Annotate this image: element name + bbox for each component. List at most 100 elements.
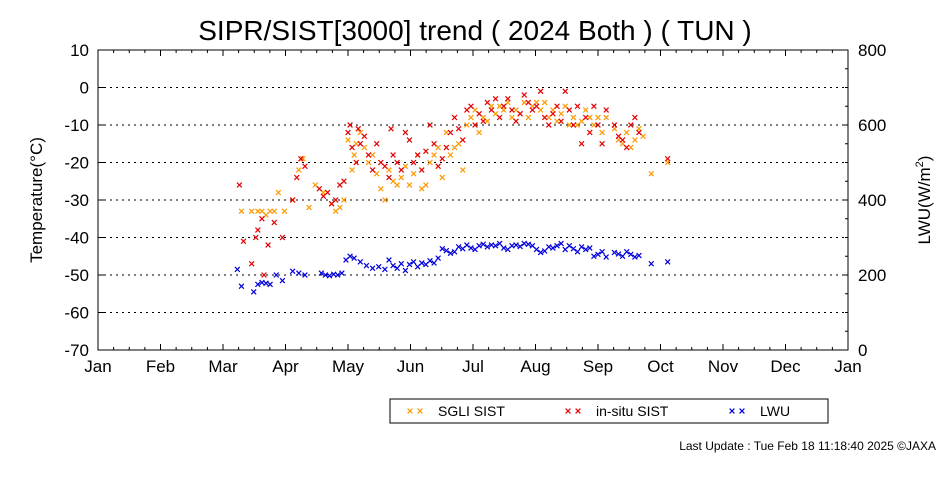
sgli-sist-point [369, 152, 376, 158]
y-tick-label-2: -10 [64, 116, 89, 135]
series-lwu [234, 240, 671, 295]
in-situ-sist-point [595, 122, 601, 128]
lwu-point [574, 248, 581, 255]
in-situ-sist-point [447, 129, 454, 136]
sgli-sist-point [623, 129, 630, 136]
sgli-sist-point [377, 185, 384, 192]
in-situ-sist-point [355, 125, 362, 132]
x-tick-label-2: Mar [208, 357, 238, 376]
lwu-point [451, 248, 458, 255]
lwu-point [513, 242, 519, 248]
x-tick-label-11: Dec [770, 357, 801, 376]
in-situ-sist-point [443, 144, 450, 151]
lwu-point [234, 266, 241, 273]
lwu-point [484, 244, 491, 250]
in-situ-sist-point [435, 163, 441, 170]
sgli-sist-point [336, 204, 343, 211]
in-situ-sist-point [619, 137, 626, 143]
x-tick-label-9: Oct [647, 357, 674, 376]
lwu-point [255, 281, 261, 288]
lwu-point [509, 242, 515, 249]
in-situ-sist-point [289, 197, 296, 203]
in-situ-sist-point [537, 88, 544, 95]
lwu-point [582, 246, 589, 253]
in-situ-sist-point [353, 159, 360, 166]
lwu-point [406, 261, 413, 268]
y2-axis-label-superscript: 2 [914, 161, 926, 167]
lwu-point [390, 262, 396, 269]
lwu-point [476, 242, 482, 249]
lwu-point [375, 263, 382, 270]
in-situ-sist-point [373, 140, 380, 147]
lwu-point [318, 270, 325, 276]
sgli-sist-point [255, 208, 261, 215]
legend-marker-in-situ-sist [575, 408, 581, 414]
sgli-sist-point [238, 208, 245, 215]
lwu-point [279, 277, 286, 284]
in-situ-sist-point [402, 129, 409, 136]
in-situ-sist-point [398, 167, 405, 173]
in-situ-sist-point [341, 178, 347, 185]
lwu-point [363, 262, 370, 269]
sgli-sist-point [603, 114, 610, 121]
in-situ-sist-point [369, 167, 376, 173]
lwu-point [558, 240, 564, 247]
in-situ-sist-point [574, 103, 581, 110]
in-situ-sist-point [345, 129, 351, 136]
sgli-sist-point [464, 122, 470, 128]
lwu-point [492, 242, 499, 249]
in-situ-sist-point [484, 99, 491, 106]
lwu-point [578, 244, 585, 250]
sgli-sist-point [599, 129, 605, 136]
lwu-point [550, 245, 556, 251]
lwu-point [648, 260, 655, 267]
in-situ-sist-point [261, 272, 267, 278]
y2-tick-label-4: 0 [858, 341, 867, 360]
in-situ-sist-point [332, 197, 339, 203]
lwu-point [599, 248, 605, 255]
sgli-sist-point [558, 110, 564, 117]
lwu-point [402, 267, 409, 274]
in-situ-sist-point [248, 260, 255, 267]
in-situ-sist-point [423, 148, 429, 155]
sgli-sist-point [306, 204, 312, 211]
lwu-point [351, 255, 357, 261]
in-situ-sist-point [418, 167, 425, 173]
sgli-sist-point [541, 99, 548, 106]
lwu-point [263, 280, 269, 287]
sgli-sist-point [476, 129, 482, 136]
sgli-sist-point [468, 114, 474, 121]
lwu-point [554, 242, 560, 249]
y-tick-label-7: -60 [64, 304, 89, 323]
sgli-sist-point [431, 152, 437, 158]
in-situ-sist-point [293, 174, 300, 181]
lwu-point [603, 254, 610, 260]
in-situ-sist-point [302, 163, 308, 170]
lwu-point [322, 272, 329, 278]
in-situ-sist-point [632, 114, 638, 121]
in-situ-sist-point [627, 122, 634, 128]
in-situ-sist-point [394, 159, 401, 166]
sgli-sist-point [398, 174, 405, 181]
in-situ-sist-point [533, 103, 540, 110]
sgli-sist-point [410, 170, 417, 177]
lwu-point [517, 243, 523, 250]
y-tick-label-5: -40 [64, 229, 89, 248]
in-situ-sist-point [427, 122, 433, 128]
in-situ-sist-point [566, 107, 573, 113]
lwu-point [382, 266, 388, 273]
y-tick-label-6: -50 [64, 266, 89, 285]
lwu-point [326, 272, 333, 279]
lwu-point [611, 249, 618, 256]
legend-entry-lwu: LWU [729, 403, 790, 419]
y-tick-label-4: -30 [64, 191, 89, 210]
y2-tick-label-2: 400 [858, 191, 886, 210]
in-situ-sist-point [410, 159, 417, 166]
in-situ-sist-point [509, 107, 515, 113]
lwu-point [480, 241, 487, 248]
in-situ-sist-point [279, 234, 286, 241]
legend-box [389, 398, 829, 424]
in-situ-sist-point [357, 140, 364, 147]
